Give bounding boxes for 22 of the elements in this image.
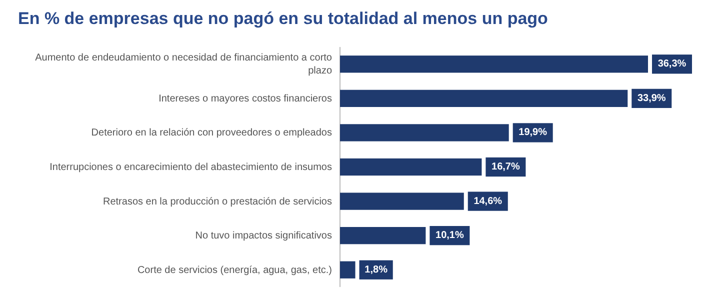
y-tick-label: Deterioro en la relación con proveedores o empleados <box>91 127 332 138</box>
data-label: 16,7% <box>492 162 520 172</box>
bar <box>340 56 648 73</box>
bar <box>340 90 628 107</box>
chart-title: En % de empresas que no pagó en su totalidad al menos un pago <box>18 9 548 28</box>
bar <box>340 124 509 142</box>
y-tick-label: No tuvo impactos significativos <box>195 230 332 242</box>
y-tick-label: Aumento de endeudamiento o necesidad de financiamiento a corto plazo <box>35 52 332 76</box>
bar <box>340 227 426 244</box>
data-label: 1,8% <box>364 264 388 276</box>
y-tick-label: Retrasos en la producción o prestación de servicios <box>102 196 332 207</box>
data-label: 14,6% <box>474 196 502 207</box>
data-label: 19,9% <box>518 127 548 138</box>
bar <box>340 158 482 176</box>
bar <box>340 192 464 210</box>
y-tick-label: Corte de servicios (energía, agua, gas, etc.) <box>137 264 332 276</box>
y-tick-label: Interrupciones o encarecimiento del abastecimiento de insumos <box>50 162 332 173</box>
y-tick-label: Intereses o mayores costos financieros <box>158 93 332 104</box>
data-label: 36,3% <box>658 58 686 70</box>
data-label: 10,1% <box>436 230 464 242</box>
data-label: 33,9% <box>637 92 666 104</box>
bar <box>340 261 356 278</box>
